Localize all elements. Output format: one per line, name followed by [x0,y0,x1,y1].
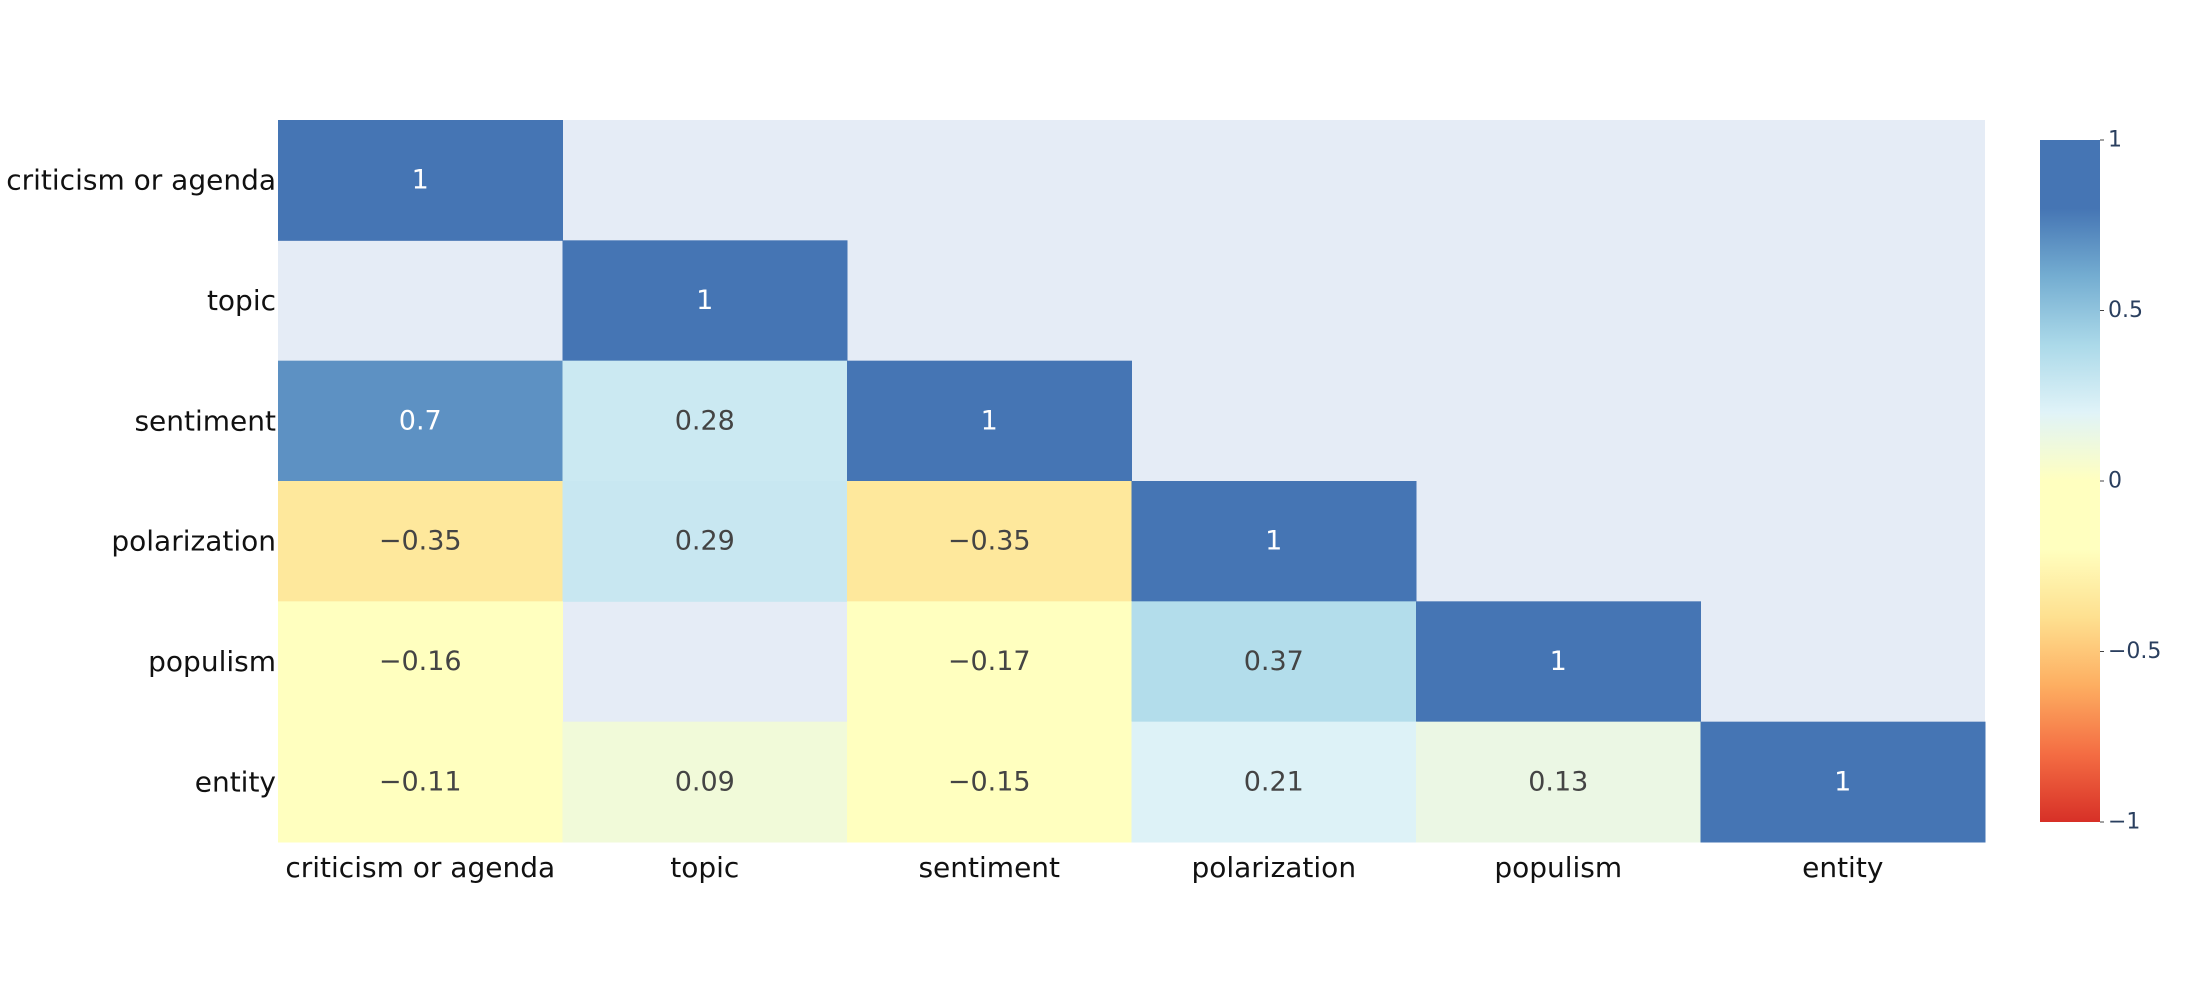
cell-value-label: 0.37 [1244,646,1304,677]
cell-value-label: 1 [1834,766,1851,797]
cell-value-label: 1 [696,285,713,316]
colorbar-tick-label: −0.5 [2108,639,2161,664]
cell-value-label: 0.09 [675,766,735,797]
heatmap-cell [847,360,1132,482]
heatmap-cell [847,481,1132,602]
colorbar-gradient [2040,140,2100,822]
heatmap-cell [278,481,563,602]
heatmap-cell [562,360,848,482]
y-tick-label: topic [207,284,276,317]
cell-value-label: −0.17 [948,646,1031,677]
heatmap-cell [278,360,563,482]
x-tick-label: criticism or agenda [285,851,555,884]
cell-value-label: 1 [981,405,998,436]
x-tick-label: entity [1802,851,1883,884]
y-tick-label: criticism or agenda [6,164,276,197]
cell-value-label: −0.35 [948,526,1031,557]
colorbar-tick-label: −1 [2108,810,2140,835]
heatmap-cell [562,240,848,362]
heatmap-cell [1416,721,1701,843]
heatmap-cell [1131,601,1417,723]
heatmap-cell [278,601,563,723]
cell-value-label: −0.11 [379,766,462,797]
x-tick-label: polarization [1191,851,1356,884]
x-tick-label: populism [1494,851,1622,884]
colorbar-tick-label: 0 [2108,469,2122,494]
heatmap-cells [278,120,1986,843]
heatmap-cell [278,120,563,241]
heatmap-cell-labels: 1 1 0.7 0.28 1 −0.35 0.29 −0.35 1 −0.16 −0.17 0.37 1… [379,165,1851,798]
cell-value-label: 0.29 [675,526,735,557]
y-tick-label: polarization [111,525,276,558]
cell-value-label: 0.13 [1528,766,1588,797]
y-tick-label: populism [148,645,276,678]
heatmap-cell [847,721,1132,843]
heatmap-cell [847,601,1132,723]
cell-value-label: 1 [1550,646,1567,677]
y-tick-label: sentiment [134,404,276,437]
x-axis: criticism or agenda topic sentiment polariz… [285,851,1883,884]
heatmap-cell [278,721,563,843]
cell-value-label: 0.28 [675,405,735,436]
heatmap-cell [562,721,848,843]
colorbar-tick-label: 1 [2108,128,2122,153]
cell-value-label: 0.7 [399,405,442,436]
colorbar-tick-label: 0.5 [2108,298,2143,323]
cell-value-label: −0.35 [379,526,462,557]
heatmap-cell [1416,601,1701,723]
cell-value-label: 1 [1265,526,1282,557]
y-tick-label: entity [195,765,276,798]
heatmap-cell [1700,721,1986,843]
cell-value-label: −0.15 [948,766,1031,797]
heatmap-cell [562,481,848,602]
heatmap-cell [1131,481,1417,602]
x-tick-label: topic [670,851,739,884]
cell-value-label: 0.21 [1244,766,1304,797]
colorbar: 1 0.5 0 −0.5 −1 [2040,128,2161,835]
cell-value-label: 1 [412,165,429,196]
heatmap-cell [1131,721,1417,843]
cell-value-label: −0.16 [379,646,462,677]
x-tick-label: sentiment [918,851,1060,884]
y-axis: criticism or agenda topic sentiment polariz… [6,164,276,799]
